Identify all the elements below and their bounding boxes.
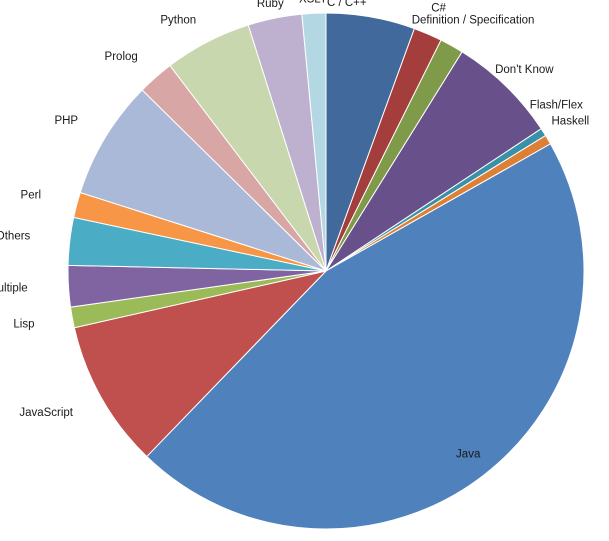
label-perl: Perl: [21, 189, 41, 201]
label-javascript: JavaScript: [19, 407, 73, 419]
label-haskell: Haskell: [552, 116, 590, 128]
pie-slices: [67, 12, 585, 530]
label-php: PHP: [54, 115, 78, 127]
label-definition-specification: Definition / Specification: [412, 14, 535, 26]
label-flash-flex: Flash/Flex: [530, 99, 583, 111]
slice-xslt: [301, 12, 327, 272]
label-python: Python: [160, 14, 196, 26]
label-others: Others: [0, 231, 31, 243]
label-don-t-know: Don't Know: [495, 64, 554, 76]
slice-java: [146, 143, 585, 530]
slice-labels: C / C++ C#Definition / Specification Don't…: [0, 0, 589, 461]
label-java: Java: [456, 449, 481, 461]
label-ruby: Ruby: [257, 0, 284, 10]
slice-javascript: [73, 270, 328, 458]
label-xslt: XSLT: [299, 0, 327, 5]
slice-don-t-know: [325, 51, 542, 272]
label-prolog: Prolog: [105, 51, 138, 63]
label-multiple: Multiple: [0, 283, 28, 295]
slice-php: [79, 89, 327, 272]
label-c: C#: [431, 2, 446, 14]
label-lisp: Lisp: [13, 318, 34, 330]
label-c-c: C / C++: [327, 0, 367, 9]
